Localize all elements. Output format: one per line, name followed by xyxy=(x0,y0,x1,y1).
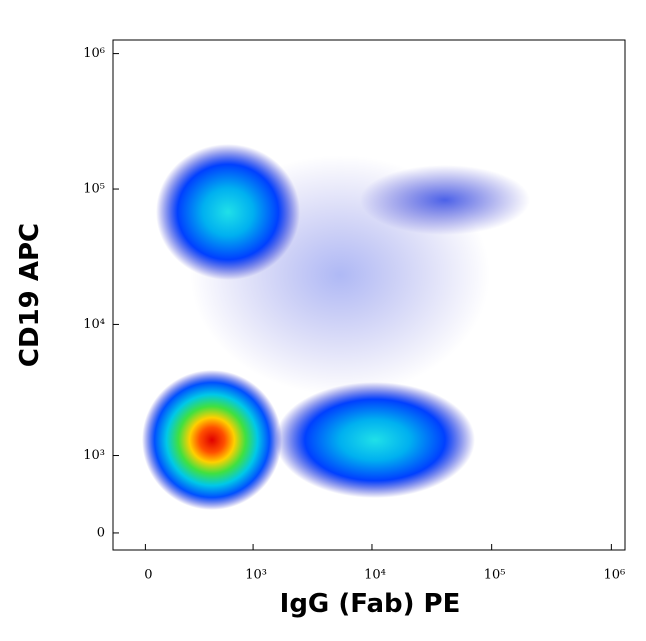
y-tick-label: 0 xyxy=(97,525,105,540)
sparse-cluster xyxy=(360,165,530,235)
upper-cluster xyxy=(156,144,300,280)
x-tick-label: 10⁴ xyxy=(364,568,386,583)
x-tick-label: 0 xyxy=(144,568,152,583)
x-tick-label: 10⁶ xyxy=(603,568,625,583)
x-axis-label: IgG (Fab) PE xyxy=(280,589,461,619)
y-tick-label: 10⁶ xyxy=(83,46,105,61)
main-cluster xyxy=(142,370,282,510)
y-tick-label: 10⁵ xyxy=(83,182,105,197)
x-tick-label: 10³ xyxy=(245,568,267,583)
y-tick-label: 10³ xyxy=(83,448,105,463)
mid-cluster xyxy=(275,382,475,498)
y-axis-label: CD19 APC xyxy=(15,223,45,367)
x-tick-label: 10⁵ xyxy=(484,568,506,583)
density-cloud xyxy=(142,144,530,510)
y-tick-label: 10⁴ xyxy=(83,317,105,332)
